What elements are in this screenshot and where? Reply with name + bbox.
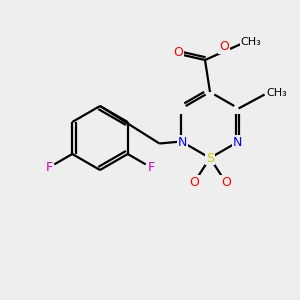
Text: O: O: [173, 46, 183, 59]
Text: O: O: [219, 40, 229, 53]
Text: S: S: [206, 152, 214, 164]
Text: CH₃: CH₃: [266, 88, 287, 98]
Text: N: N: [178, 136, 187, 149]
Text: N: N: [233, 136, 242, 149]
Text: O: O: [189, 176, 199, 188]
Text: CH₃: CH₃: [241, 37, 261, 47]
Text: O: O: [221, 176, 231, 188]
Text: F: F: [45, 161, 52, 174]
Text: F: F: [148, 161, 155, 174]
